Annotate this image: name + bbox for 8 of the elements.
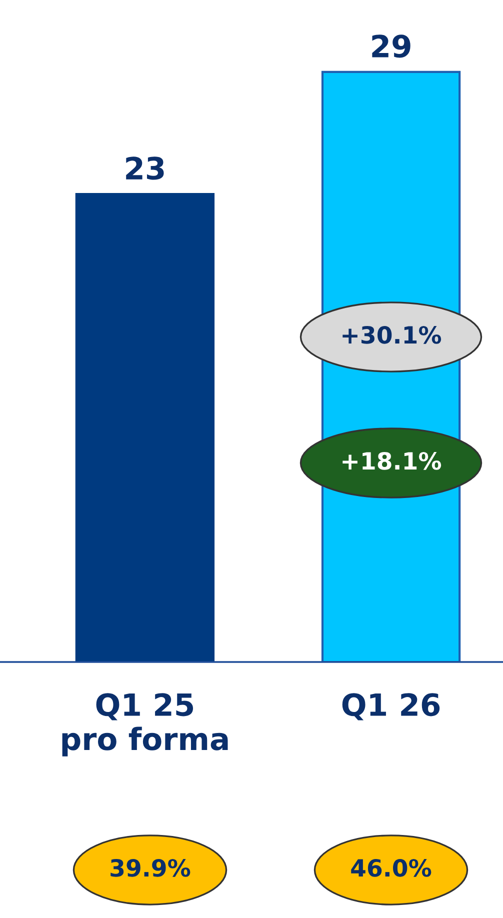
- x-tick-label: Q1 25 pro forma: [62, 693, 228, 756]
- annotation: +30.1%: [342, 326, 442, 344]
- x-tick-label: Q1 26: [342, 693, 440, 720]
- data-label: 23: [126, 156, 164, 180]
- annotation: +18.1%: [342, 452, 442, 470]
- text: 46.0%: [351, 858, 432, 877]
- text: 39.9%: [110, 858, 190, 877]
- data-label: 29: [372, 34, 410, 58]
